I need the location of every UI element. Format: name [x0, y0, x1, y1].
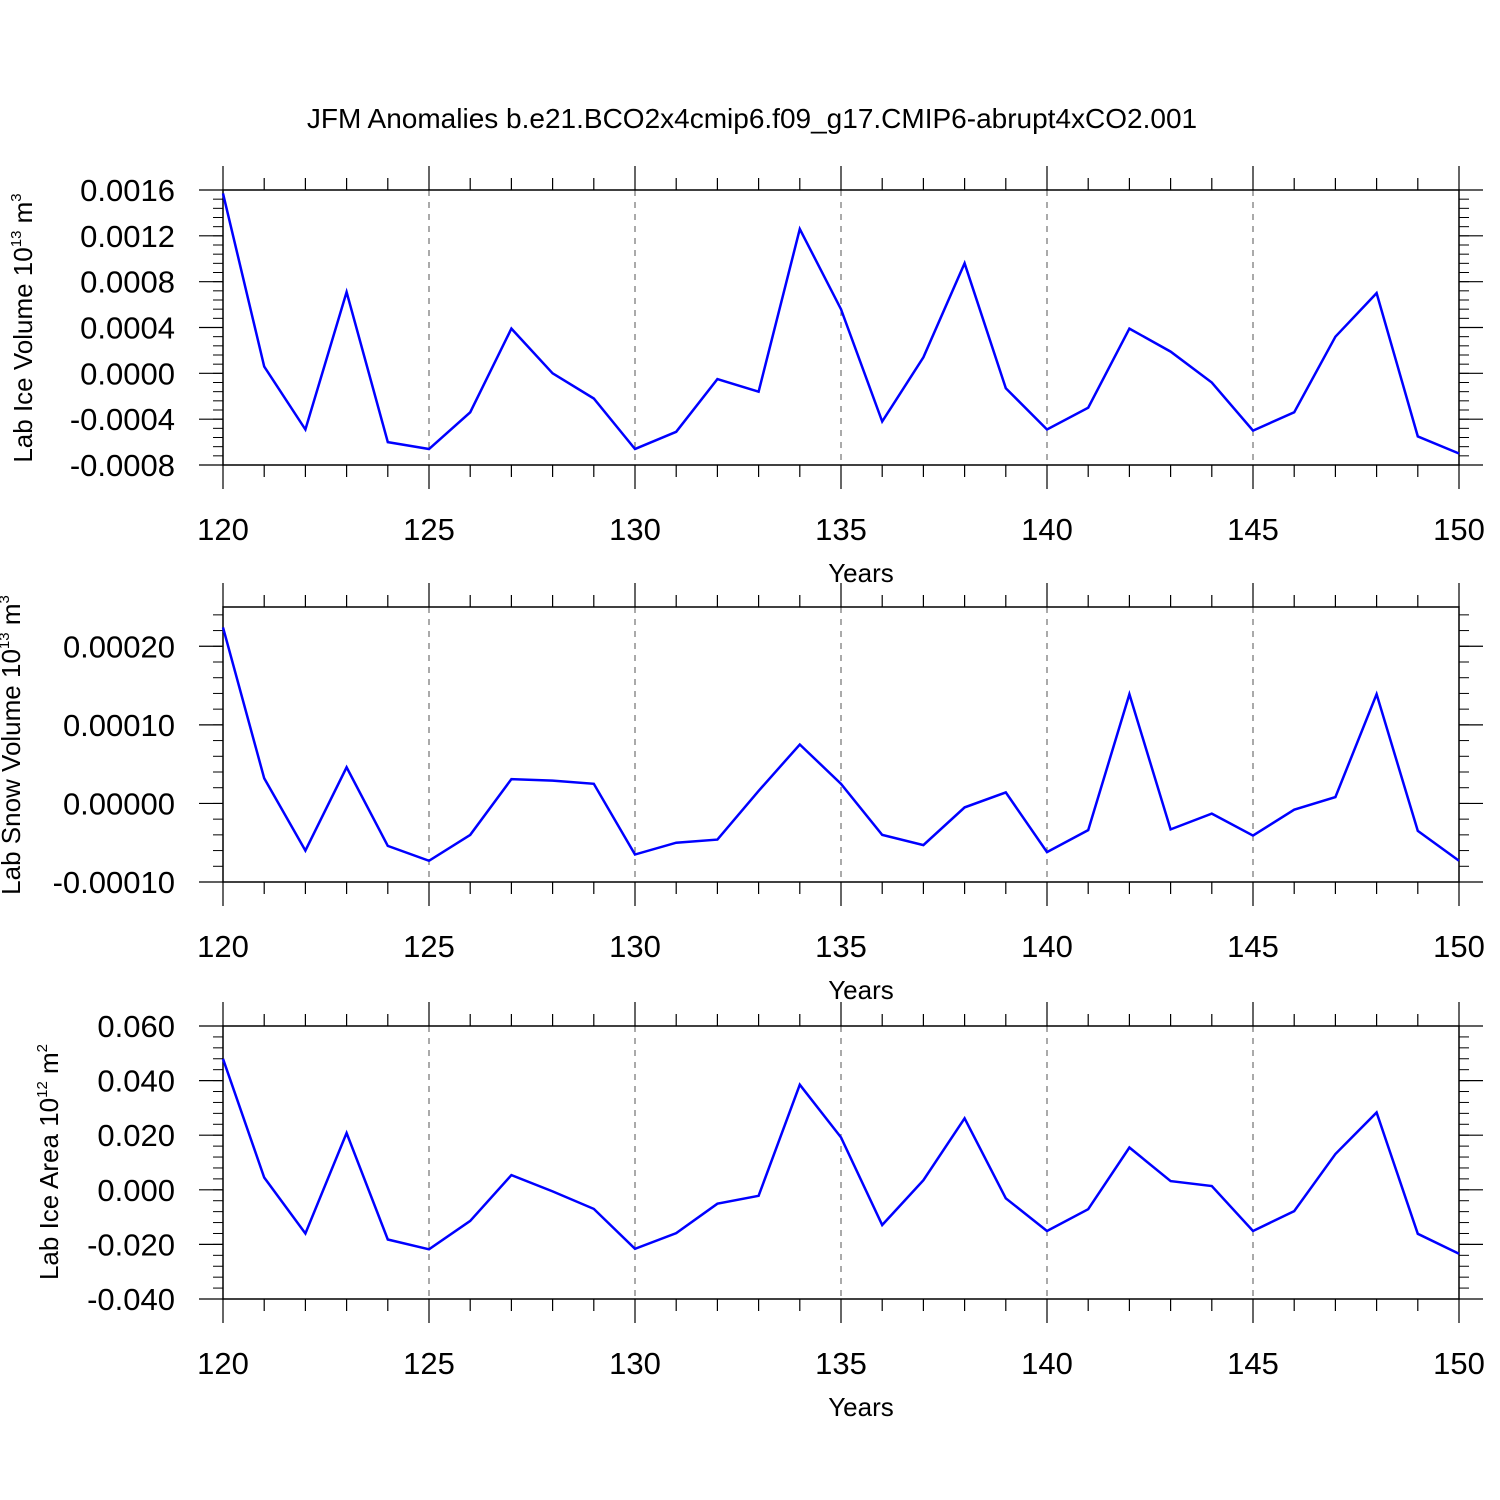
y-tick-label: 0.0008 [80, 265, 175, 300]
x-tick-label: 135 [815, 929, 867, 964]
x-axis-title: Years [828, 558, 894, 588]
x-tick-label: 130 [609, 1346, 661, 1381]
y-axis-title: Lab Snow Volume 1013 m3 [0, 595, 26, 895]
y-axis-title: Lab Ice Area 1012 m2 [34, 1044, 64, 1280]
x-tick-label: 135 [815, 512, 867, 547]
panel-1: 0.0016 0.0012 0.0008 0.0004 0.0000 -0.0004 -0.… [8, 166, 1485, 588]
x-tick-label: 120 [197, 512, 249, 547]
x-tick-label: 140 [1021, 1346, 1073, 1381]
y-axis-title: Lab Ice Volume 1013 m3 [8, 193, 38, 462]
x-tick-label: 130 [609, 512, 661, 547]
y-tick-label: 0.0004 [80, 311, 175, 346]
x-tick-label: 150 [1433, 1346, 1485, 1381]
x-tick-label: 135 [815, 1346, 867, 1381]
x-tick-label: 140 [1021, 512, 1073, 547]
x-tick-label: 125 [403, 512, 455, 547]
y-tick-label: -0.0004 [70, 402, 175, 437]
y-tick-label: 0.040 [97, 1064, 175, 1099]
panels: 0.0016 0.0012 0.0008 0.0004 0.0000 -0.0004 -0.… [0, 166, 1485, 1422]
y-tick-label: -0.0008 [70, 448, 175, 483]
y-tick-label: 0.0012 [80, 219, 175, 254]
x-tick-label: 145 [1227, 1346, 1279, 1381]
x-tick-label: 140 [1021, 929, 1073, 964]
y-tick-label: -0.020 [87, 1227, 175, 1262]
y-tick-label: 0.00020 [63, 629, 175, 664]
y-tick-label: 0.060 [97, 1009, 175, 1044]
y-tick-label: 0.0016 [80, 173, 175, 208]
x-tick-label: 145 [1227, 512, 1279, 547]
y-tick-label: -0.040 [87, 1282, 175, 1317]
series-line [221, 627, 1460, 863]
x-tick-label: 130 [609, 929, 661, 964]
x-tick-label: 120 [197, 929, 249, 964]
x-tick-label: 125 [403, 1346, 455, 1381]
chart-title: JFM Anomalies b.e21.BCO2x4cmip6.f09_g17.… [307, 103, 1197, 134]
series-line [221, 193, 1460, 455]
x-tick-label: 150 [1433, 512, 1485, 547]
x-tick-label: 120 [197, 1346, 249, 1381]
x-axis-title: Years [828, 975, 894, 1005]
series-line [221, 1058, 1460, 1255]
y-tick-label: 0.020 [97, 1118, 175, 1153]
x-tick-label: 150 [1433, 929, 1485, 964]
y-tick-label: 0.00000 [63, 786, 175, 821]
y-tick-label: 0.000 [97, 1173, 175, 1208]
panel-2: 0.00020 0.00010 0.00000 -0.00010 120 125 130 13… [0, 583, 1485, 1005]
panel-3: 0.060 0.040 0.020 0.000 -0.020 -0.040 120 125 13… [34, 1002, 1485, 1422]
y-tick-label: -0.00010 [53, 865, 175, 900]
x-tick-label: 125 [403, 929, 455, 964]
x-tick-label: 145 [1227, 929, 1279, 964]
x-axis-title: Years [828, 1392, 894, 1422]
y-tick-label: 0.00010 [63, 708, 175, 743]
y-tick-label: 0.0000 [80, 356, 175, 391]
